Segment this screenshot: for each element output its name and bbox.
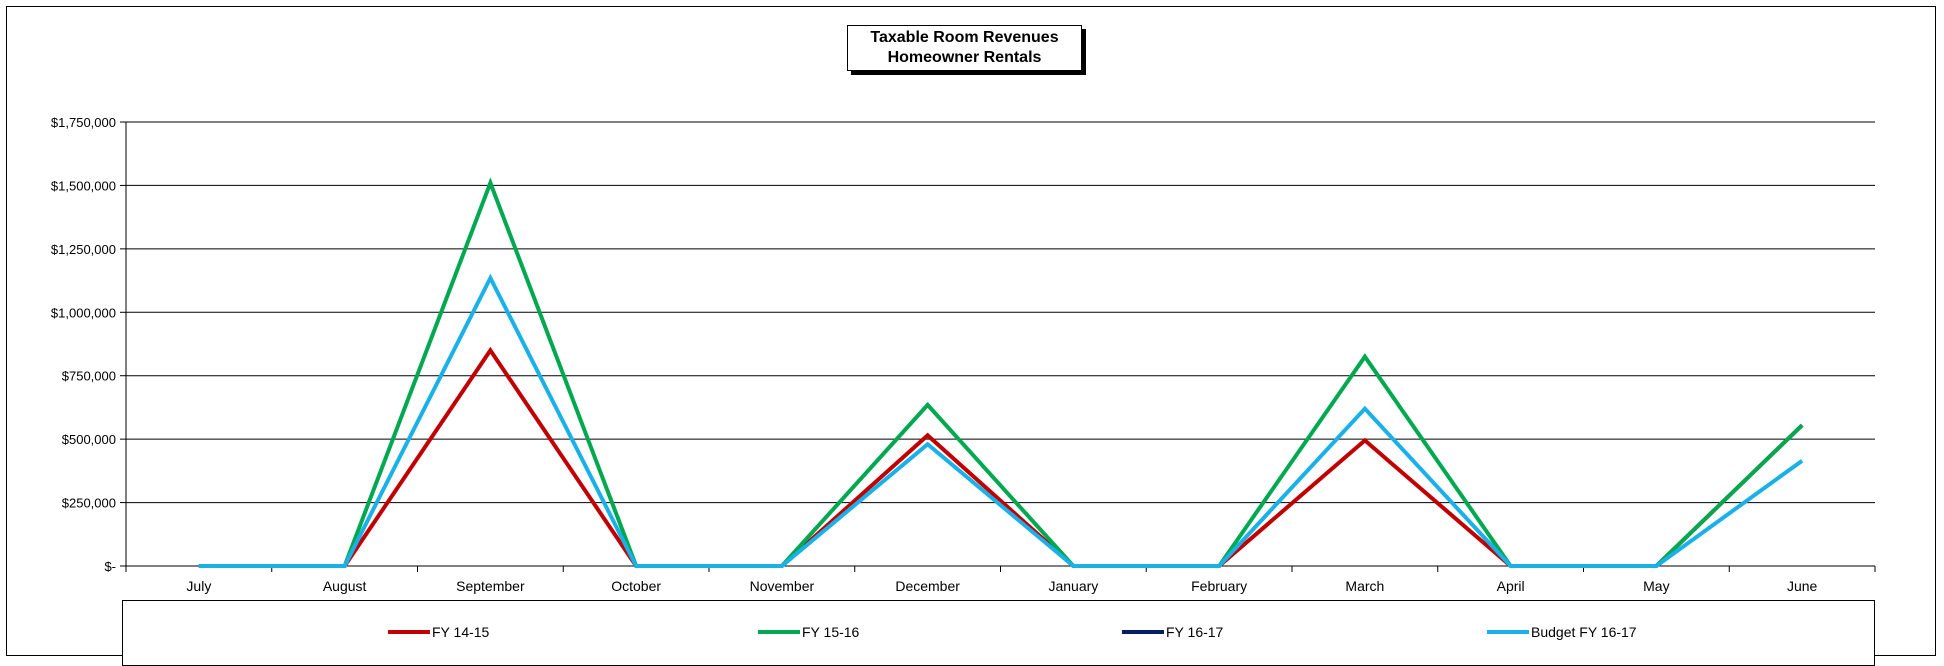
x-tick-label: February xyxy=(1191,578,1247,594)
legend-label: FY 16-17 xyxy=(1166,624,1224,640)
legend-swatch xyxy=(1487,630,1529,634)
legend-swatch xyxy=(758,630,800,634)
x-tick-label: December xyxy=(895,578,960,594)
legend-label: Budget FY 16-17 xyxy=(1531,624,1637,640)
legend-label: FY 15-16 xyxy=(802,624,860,640)
y-tick-label: $- xyxy=(104,559,116,574)
line-chart: $- $250,000 $500,000 $750,000 $1,000,000 $1,2… xyxy=(51,115,1876,594)
chart-title-line-1: Taxable Room Revenues xyxy=(870,29,1059,46)
y-tick-label: $1,250,000 xyxy=(51,242,116,257)
x-tick-label: June xyxy=(1787,578,1818,594)
x-tick-label: July xyxy=(186,578,211,594)
legend-item: Budget FY 16-17 xyxy=(1487,624,1637,640)
y-tick-label: $750,000 xyxy=(62,369,116,384)
x-tick-label: April xyxy=(1497,578,1525,594)
x-tick-label: May xyxy=(1643,578,1669,594)
y-tick-label: $1,000,000 xyxy=(51,305,116,320)
legend-label: FY 14-15 xyxy=(432,624,490,640)
y-tick-label: $250,000 xyxy=(62,496,116,511)
x-tick-label: March xyxy=(1345,578,1384,594)
chart-legend: FY 14-15 FY 15-16 FY 16-17 Budget FY 16-17 xyxy=(122,600,1875,666)
x-tick-label: August xyxy=(323,578,367,594)
y-tick-label: $1,750,000 xyxy=(51,115,116,130)
series-line-budget-fy-16-17 xyxy=(198,273,1804,568)
chart-frame xyxy=(6,6,1936,656)
y-tick-label: $1,500,000 xyxy=(51,178,116,193)
legend-item: FY 15-16 xyxy=(758,624,859,640)
x-tick-label: January xyxy=(1048,578,1098,594)
x-tick-label: October xyxy=(611,578,661,594)
legend-item: FY 14-15 xyxy=(388,624,489,640)
legend-swatch xyxy=(1122,630,1164,634)
x-tick-label: September xyxy=(456,578,525,594)
chart-title-line-2: Homeowner Rentals xyxy=(887,49,1042,66)
legend-item: FY 16-17 xyxy=(1122,624,1223,640)
y-tick-label: $500,000 xyxy=(62,432,116,447)
x-tick-label: November xyxy=(750,578,815,594)
chart-title: Taxable Room Revenues Homeowner Rentals xyxy=(847,25,1082,71)
legend-swatch xyxy=(388,630,430,634)
